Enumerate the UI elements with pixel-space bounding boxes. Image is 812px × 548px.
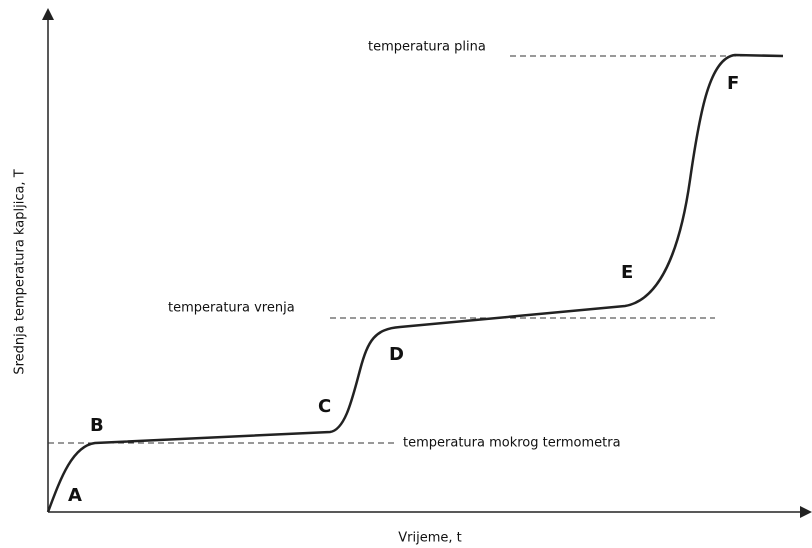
temperature-curve [46, 53, 784, 513]
point-label: E [621, 262, 633, 283]
point-label: D [389, 344, 404, 365]
ref-label: temperatura vrenja [168, 301, 295, 316]
x-axis-label: Vrijeme, t [398, 531, 461, 546]
point-label: B [90, 415, 104, 436]
point-label: F [727, 73, 739, 94]
ref-label: temperatura mokrog termometra [403, 436, 621, 451]
point-label: A [68, 485, 82, 506]
y-axis-label: Srednja temperatura kapljica, T [13, 169, 28, 374]
ref-label: temperatura plina [368, 40, 486, 55]
point-label: C [318, 396, 331, 417]
